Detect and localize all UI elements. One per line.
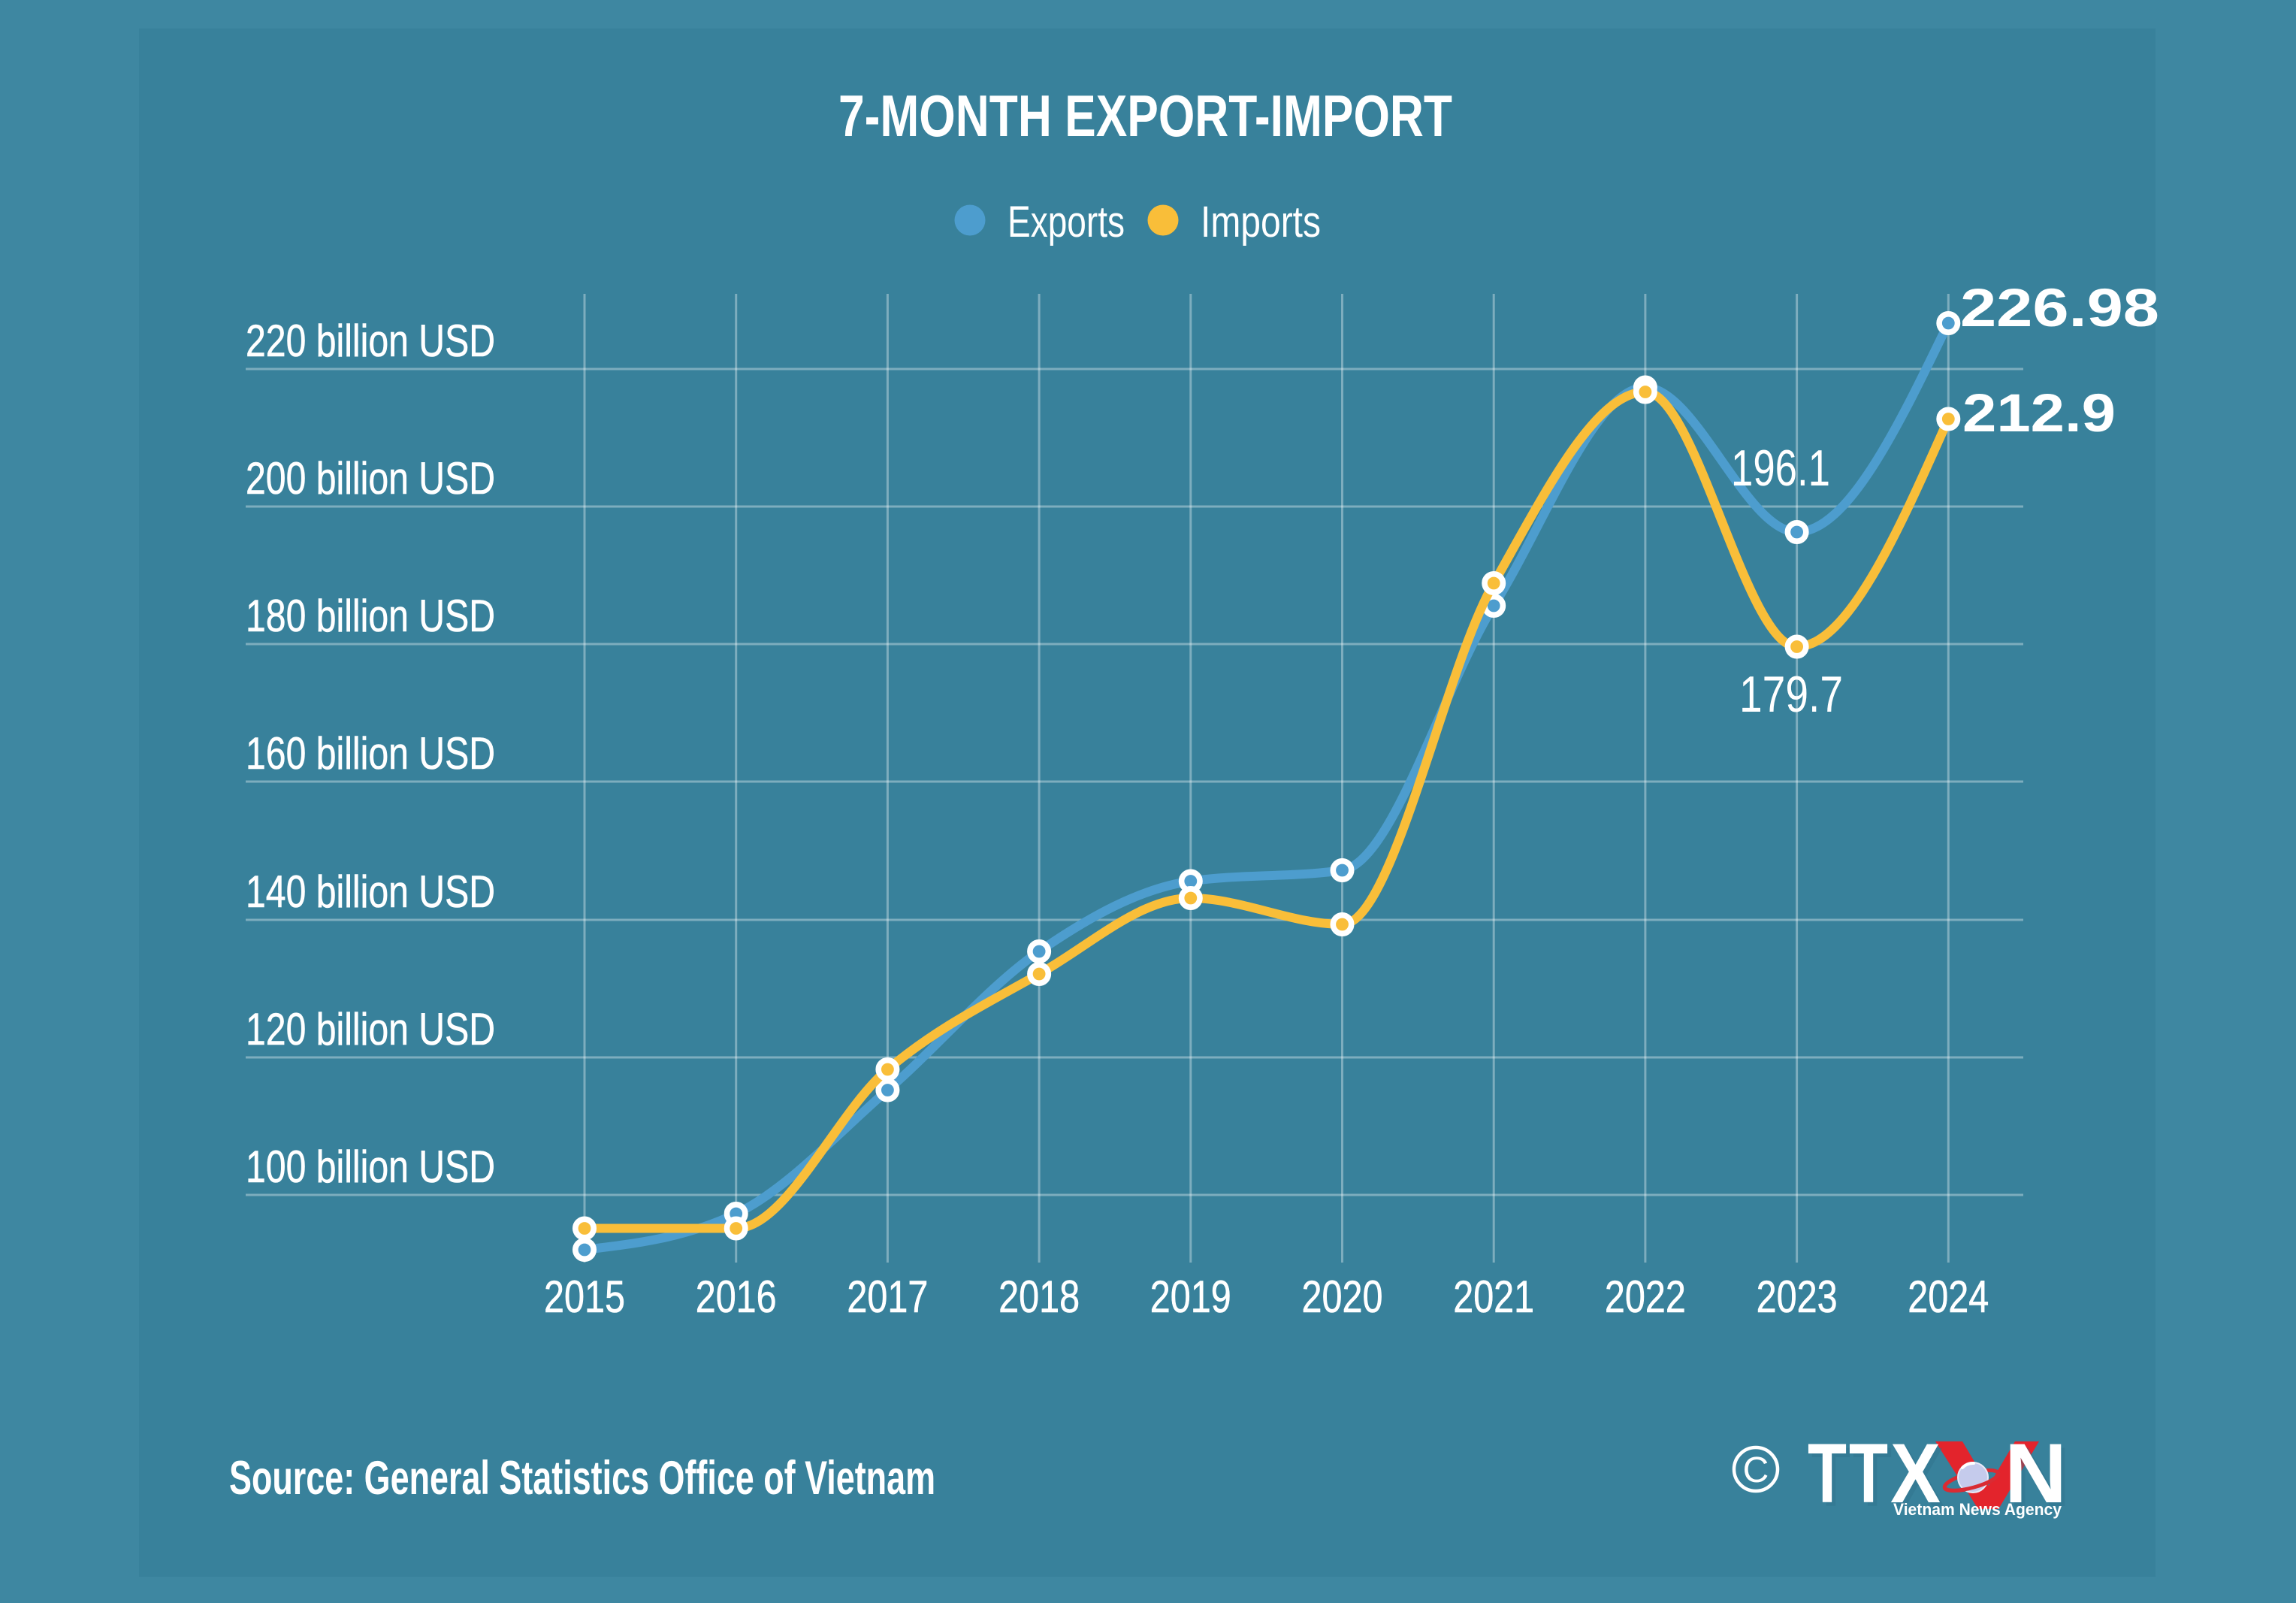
svg-text:2021: 2021: [1453, 1272, 1534, 1322]
svg-text:160 billion USD: 160 billion USD: [246, 728, 495, 779]
svg-text:Exports: Exports: [1008, 198, 1125, 246]
svg-text:2023: 2023: [1757, 1272, 1838, 1322]
svg-text:2024: 2024: [1908, 1272, 1989, 1322]
svg-text:179.7: 179.7: [1739, 666, 1843, 723]
svg-text:X: X: [1890, 1426, 1941, 1520]
svg-text:2017: 2017: [847, 1272, 928, 1322]
svg-text:C: C: [1743, 1450, 1769, 1490]
svg-text:N: N: [2004, 1426, 2067, 1520]
svg-text:X: X: [1894, 1430, 1944, 1524]
svg-text:7-MONTH EXPORT-IMPORT: 7-MONTH EXPORT-IMPORT: [838, 83, 1452, 149]
svg-text:100 billion USD: 100 billion USD: [246, 1142, 495, 1192]
svg-text:Source: General Statistics Off: Source: General Statistics Office of Vie…: [229, 1452, 935, 1505]
svg-text:120 billion USD: 120 billion USD: [246, 1004, 495, 1054]
svg-text:Vietnam News Agency: Vietnam News Agency: [1893, 1500, 2062, 1519]
svg-text:2016: 2016: [696, 1272, 777, 1322]
svg-text:196.1: 196.1: [1731, 440, 1830, 497]
svg-text:180 billion USD: 180 billion USD: [246, 591, 495, 641]
svg-text:220 billion USD: 220 billion USD: [246, 316, 495, 366]
svg-text:200 billion USD: 200 billion USD: [246, 453, 495, 504]
svg-text:2015: 2015: [544, 1272, 625, 1322]
svg-text:2019: 2019: [1150, 1272, 1231, 1322]
svg-text:2020: 2020: [1302, 1272, 1383, 1322]
svg-text:2018: 2018: [998, 1272, 1080, 1322]
svg-text:T: T: [1811, 1430, 1850, 1524]
svg-text:Imports: Imports: [1201, 198, 1321, 246]
svg-text:140 billion USD: 140 billion USD: [246, 867, 495, 917]
svg-text:226.98: 226.98: [1960, 279, 2159, 338]
svg-text:T: T: [1853, 1430, 1892, 1524]
svg-text:T: T: [1808, 1426, 1847, 1520]
svg-text:212.9: 212.9: [1962, 384, 2116, 443]
svg-text:N: N: [2008, 1430, 2071, 1524]
svg-text:T: T: [1849, 1426, 1888, 1520]
svg-text:2022: 2022: [1605, 1272, 1686, 1322]
